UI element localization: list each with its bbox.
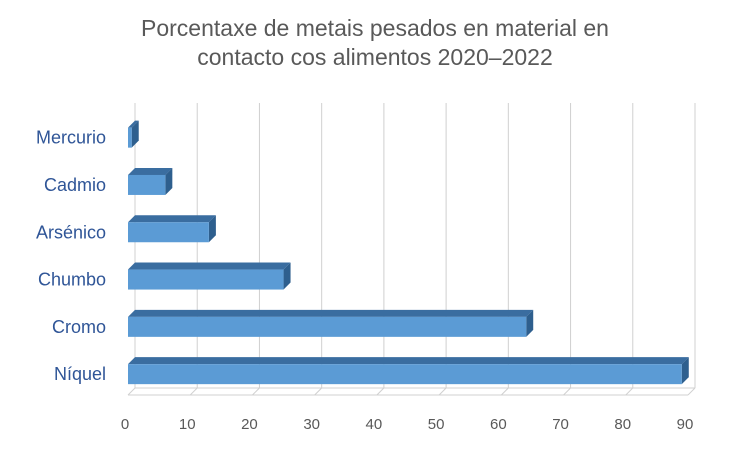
- category-label-cromo: Cromo: [52, 317, 106, 337]
- gridline-depth-0: [127, 387, 136, 396]
- gridline-depth-70: [563, 387, 571, 396]
- gridline-depth-90: [687, 387, 696, 396]
- bar-side-cadmio: [165, 167, 173, 195]
- x-tick-label-50: 50: [428, 416, 445, 433]
- x-tick-label-30: 30: [303, 416, 320, 433]
- bar-side-niquel: [681, 357, 689, 385]
- gridline-depth-60: [500, 387, 509, 396]
- bar-cadmio: [128, 174, 166, 195]
- x-tick-label-10: 10: [179, 416, 196, 433]
- x-tick-label-0: 0: [121, 416, 129, 433]
- x-tick-label-40: 40: [366, 416, 383, 433]
- bar-side-chumbo: [283, 262, 291, 290]
- gridline-depth-30: [314, 387, 323, 396]
- bar-side-cromo: [526, 309, 534, 337]
- bar-top-mercurio: [128, 120, 139, 128]
- x-tick-label-60: 60: [490, 416, 507, 433]
- gridline-depth-80: [625, 387, 634, 396]
- gridline-depth-20: [252, 387, 260, 396]
- bar-top-chumbo: [128, 262, 291, 270]
- bar-mercurio: [128, 127, 132, 148]
- x-tick-label-80: 80: [614, 416, 631, 433]
- gridline-depth-40: [376, 387, 385, 396]
- category-label-niquel: Níquel: [54, 364, 106, 384]
- chart-title-line-2: contacto cos alimentos 2020–2022: [197, 44, 553, 70]
- category-label-cadmio: Cadmio: [44, 175, 106, 195]
- bar-arsenico: [128, 222, 209, 243]
- bar-cromo: [128, 316, 527, 337]
- gridline-depth-50: [438, 387, 447, 396]
- gridline-depth-10: [189, 387, 198, 396]
- category-label-mercurio: Mercurio: [36, 128, 106, 148]
- bar-top-cadmio: [128, 167, 173, 175]
- bar-top-arsenico: [128, 215, 216, 223]
- bar-top-niquel: [128, 357, 689, 365]
- bar-top-cromo: [128, 309, 534, 317]
- bar-side-mercurio: [131, 120, 139, 148]
- x-tick-label-90: 90: [677, 416, 694, 433]
- category-label-chumbo: Chumbo: [38, 270, 106, 290]
- category-label-arsenico: Arsénico: [36, 222, 106, 242]
- bar-chumbo: [128, 269, 284, 290]
- x-tick-label-20: 20: [241, 416, 258, 433]
- bar-side-arsenico: [208, 215, 216, 243]
- x-tick-label-70: 70: [552, 416, 569, 433]
- bar-niquel: [128, 364, 682, 385]
- chart-title-line-1: Porcentaxe de metais pesados en material…: [141, 15, 609, 41]
